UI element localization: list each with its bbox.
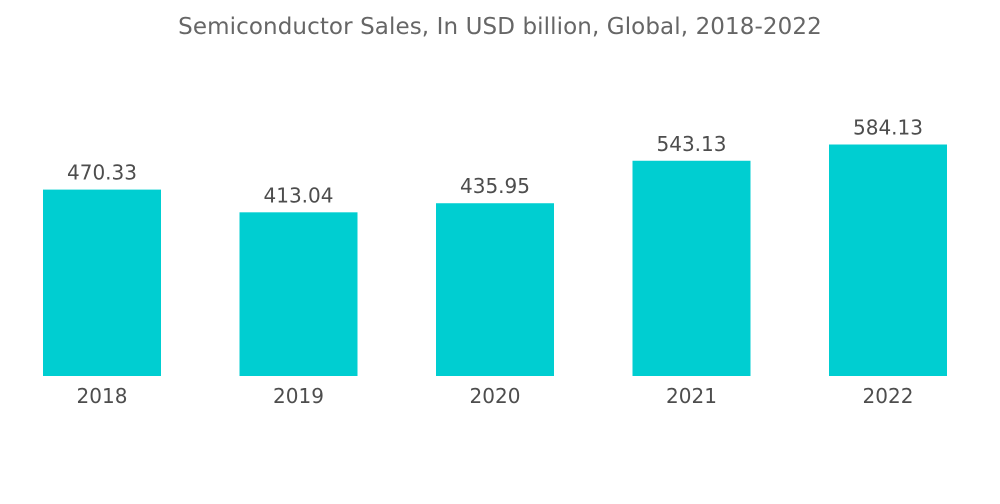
- x-tick-label-2020: 2020: [470, 384, 521, 408]
- x-tick-label-2022: 2022: [863, 384, 914, 408]
- bar-2018: [43, 189, 161, 376]
- value-label-2019: 413.04: [264, 183, 334, 207]
- chart-title: Semiconductor Sales, In USD billion, Glo…: [178, 14, 822, 40]
- x-tick-label-2021: 2021: [666, 384, 717, 408]
- x-tick-label-2019: 2019: [273, 384, 324, 408]
- bars-layer: [43, 144, 947, 376]
- value-label-2021: 543.13: [657, 132, 727, 156]
- x-axis-tick-labels: 2018 2019 2020 2021 2022: [77, 384, 914, 408]
- bar-2021: [632, 160, 751, 376]
- x-tick-label-2018: 2018: [77, 384, 128, 408]
- bar-2022: [829, 144, 947, 376]
- value-labels-layer: 470.33 413.04 435.95 543.13 584.13: [67, 116, 923, 208]
- bar-2019: [239, 212, 358, 376]
- value-label-2020: 435.95: [460, 174, 530, 198]
- value-label-2018: 470.33: [67, 161, 137, 185]
- bar-2020: [436, 203, 554, 376]
- value-label-2022: 584.13: [853, 116, 923, 140]
